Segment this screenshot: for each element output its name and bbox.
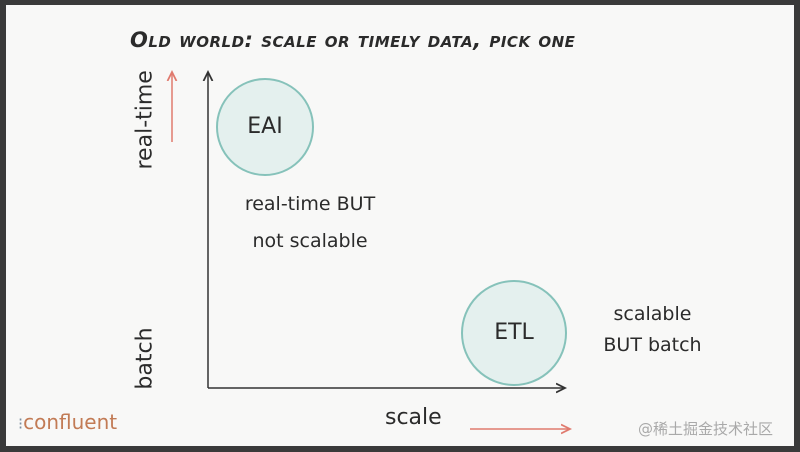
etl-label: ETL bbox=[494, 320, 534, 345]
slide-title: Old world: scale or timely data, pick on… bbox=[130, 28, 576, 52]
watermark: @稀土掘金技术社区 bbox=[638, 420, 774, 438]
confluent-logo-text: confluent bbox=[23, 410, 118, 434]
etl-caption-line2: BUT batch bbox=[603, 334, 702, 356]
confluent-logo-icon: ⁝ bbox=[18, 414, 24, 433]
eai-caption-line2: not scalable bbox=[252, 230, 368, 252]
etl-circle bbox=[461, 280, 567, 386]
slide bbox=[6, 5, 794, 446]
confluent-logo: ⁝confluent bbox=[18, 410, 117, 434]
x-axis-label: scale bbox=[385, 405, 442, 430]
y-axis-label-top: real-time bbox=[132, 70, 158, 170]
eai-circle bbox=[216, 78, 314, 176]
eai-caption-line1: real-time BUT bbox=[244, 193, 376, 215]
eai-label: EAI bbox=[247, 114, 283, 139]
y-axis-label-bottom: batch bbox=[132, 327, 158, 390]
etl-caption-line1: scalable bbox=[613, 303, 692, 325]
